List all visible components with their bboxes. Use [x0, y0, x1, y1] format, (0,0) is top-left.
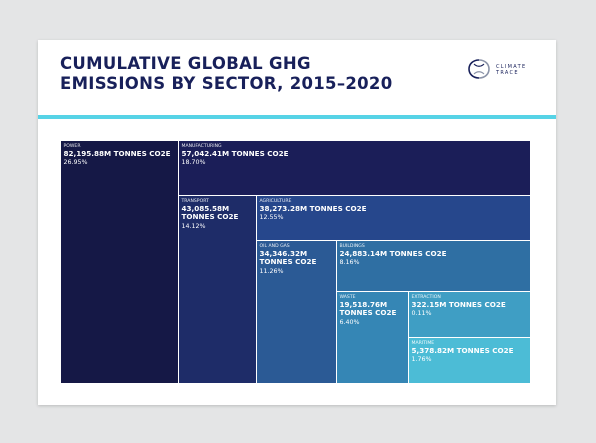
treemap-cell-waste: WASTE 19,518.76M TONNES CO2E 6.40% [336, 291, 408, 383]
treemap-plot: POWER 82,195.88M TONNES CO2E 26.95% MANUFAC… [60, 140, 530, 383]
sector-value-label: 43,085.58M TONNES CO2E [181, 203, 239, 221]
climate-trace-logo-icon [468, 59, 490, 79]
treemap-cell-transport: TRANSPORT 43,085.58M TONNES CO2E 14.12% [178, 195, 256, 383]
sector-value-label: 38,273.28M TONNES CO2E [259, 203, 367, 213]
sector-name: TRANSPORT [181, 198, 209, 204]
sector-name: POWER [63, 143, 81, 149]
chart-title: CUMULATIVE GLOBAL GHG EMISSIONS BY SECTO… [60, 54, 393, 93]
treemap-cell-extraction: EXTRACTION 322.15M TONNES CO2E 0.11% [408, 291, 530, 337]
climate-trace-logo: CLIMATE TRACE [466, 58, 546, 80]
treemap-cell-manufacturing: MANUFACTURING 57,042.41M TONNES CO2E 18.70… [178, 140, 530, 195]
sector-share-label: 11.26% [259, 267, 284, 275]
accent-band [38, 115, 556, 119]
treemap-cell-agriculture: AGRICULTURE 38,273.28M TONNES CO2E 12.55% [256, 195, 530, 240]
sector-name: WASTE [339, 294, 356, 300]
sector-value-label: 24,883.14M TONNES CO2E [339, 248, 447, 258]
sector-share-label: 1.76% [411, 356, 432, 363]
sector-name: MARITIME [411, 340, 435, 346]
sector-share-label: 26.95% [63, 159, 88, 166]
sector-value-label: 57,042.41M TONNES CO2E [181, 148, 289, 158]
treemap-cell-buildings: BUILDINGS 24,883.14M TONNES CO2E 8.16% [336, 240, 530, 291]
sector-share-label: 8.16% [339, 259, 360, 266]
sector-name: EXTRACTION [411, 294, 441, 300]
treemap-cell-oil-and-gas: OIL AND GAS 34,346.32M TONNES CO2E 11.26% [256, 240, 336, 383]
treemap-cell-maritime: MARITIME 5,378.82M TONNES CO2E 1.76% [408, 337, 530, 383]
sector-value-label: 5,378.82M TONNES CO2E [411, 345, 514, 355]
sector-name: AGRICULTURE [259, 198, 292, 204]
sector-value-label: 34,346.32M TONNES CO2E [259, 248, 317, 266]
sector-share-label: 12.55% [259, 214, 284, 221]
sector-name: OIL AND GAS [259, 243, 290, 249]
treemap-cell-power: POWER 82,195.88M TONNES CO2E 26.95% [60, 140, 178, 383]
sector-share-label: 18.70% [181, 159, 206, 166]
sector-name: BUILDINGS [339, 243, 365, 249]
sector-share-label: 14.12% [181, 222, 206, 230]
sector-share-label: 0.11% [411, 310, 432, 317]
sector-value-label: 19,518.76M TONNES CO2E [339, 299, 397, 317]
sector-value-label: 322.15M TONNES CO2E [411, 299, 506, 309]
logo-wordmark: CLIMATE TRACE [496, 64, 527, 76]
sector-name: MANUFACTURING [181, 143, 222, 149]
sector-share-label: 6.40% [339, 318, 360, 326]
sector-value-label: 82,195.88M TONNES CO2E [63, 148, 171, 158]
chart-card: CUMULATIVE GLOBAL GHG EMISSIONS BY SECTO… [38, 40, 556, 405]
